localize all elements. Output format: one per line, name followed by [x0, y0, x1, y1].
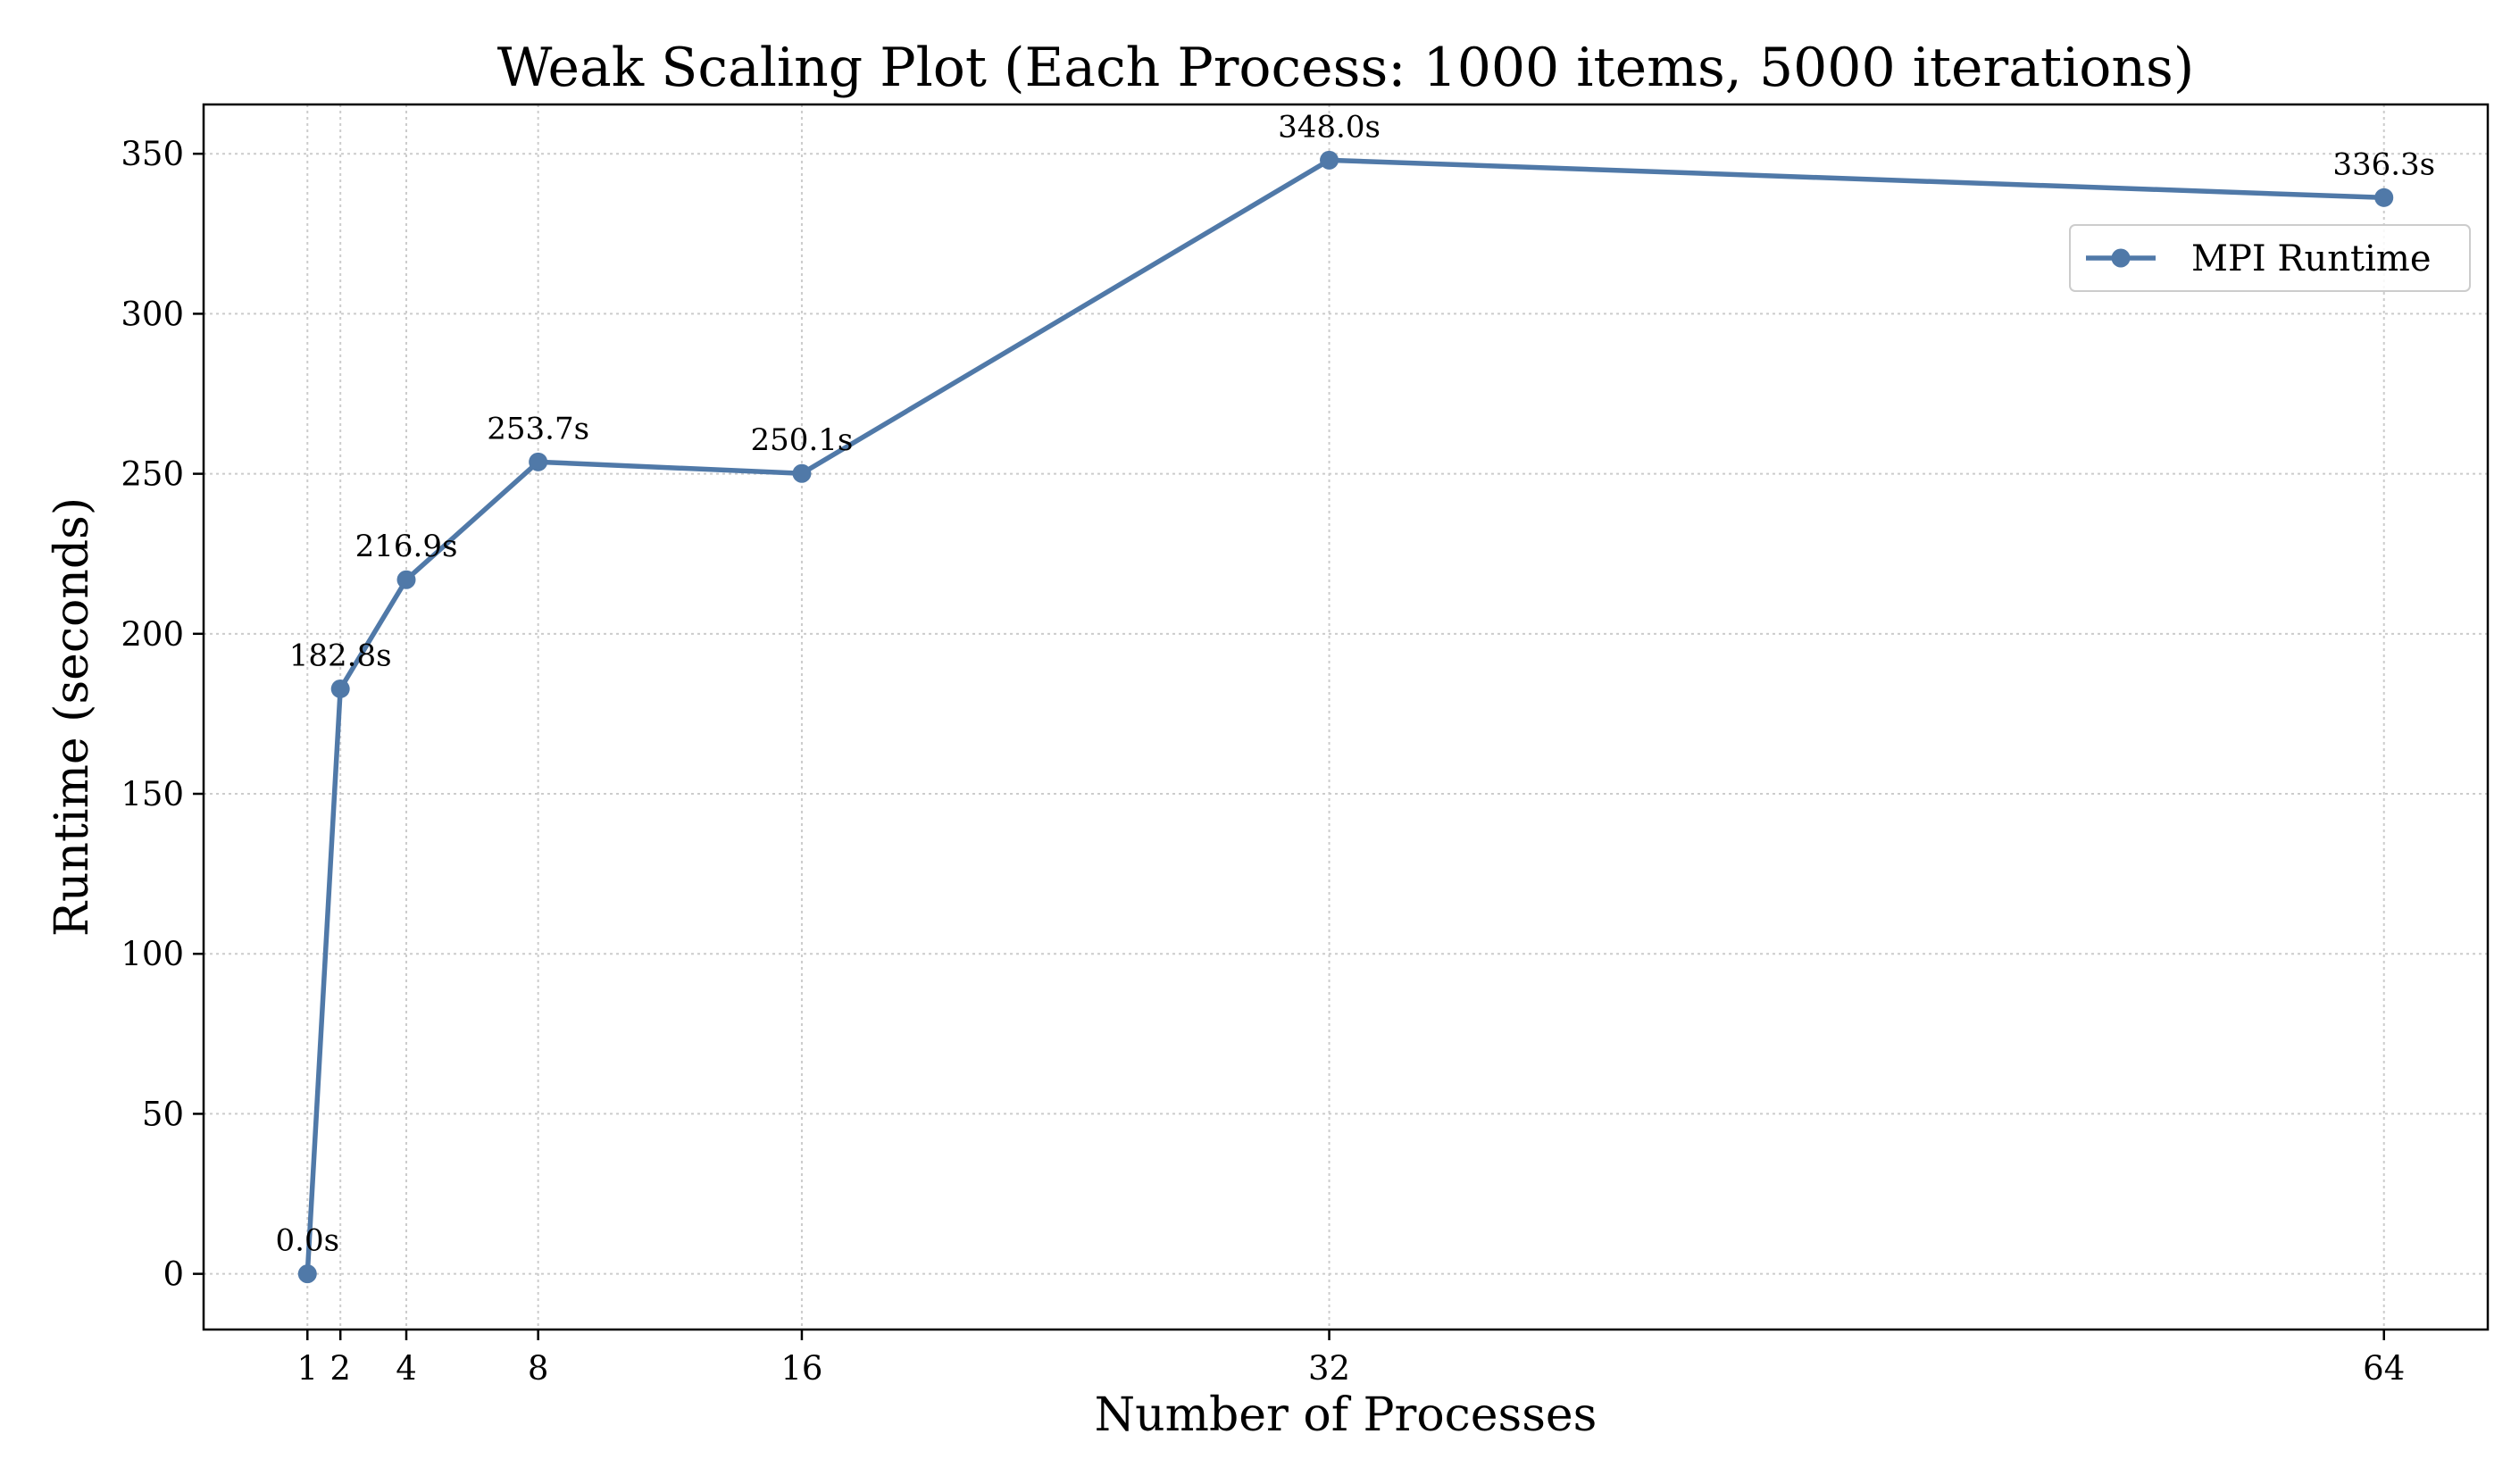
data-point: [529, 452, 548, 471]
y-axis-label: Runtime (seconds): [46, 497, 99, 937]
y-axis: 0 50 100 150 200 250 300 350: [121, 135, 204, 1294]
y-tick-label: 0: [163, 1255, 184, 1294]
chart-title: Weak Scaling Plot (Each Process: 1000 it…: [497, 37, 2195, 99]
data-labels: 0.0s 182.8s 216.9s 253.7s 250.1s 348.0s 336.3s: [276, 109, 2436, 1258]
legend-marker: [2111, 248, 2131, 268]
data-label: 0.0s: [276, 1223, 340, 1259]
x-tick-label: 1: [296, 1349, 318, 1388]
y-tick-label: 150: [121, 775, 184, 813]
data-point: [1320, 150, 1339, 170]
x-axis: 1 2 4 8 16 32 64: [296, 1330, 2405, 1388]
x-tick-label: 16: [780, 1349, 822, 1388]
y-tick-label: 200: [121, 615, 184, 654]
y-tick-label: 300: [121, 295, 184, 333]
x-tick-label: 32: [1308, 1349, 1350, 1388]
data-point: [396, 570, 416, 589]
x-tick-label: 64: [2363, 1349, 2405, 1388]
legend-box: [2069, 224, 2471, 292]
x-tick-label: 8: [528, 1349, 549, 1388]
data-label: 253.7s: [487, 411, 589, 446]
legend-label: MPI Runtime: [2191, 238, 2432, 279]
data-label: 182.8s: [289, 638, 392, 673]
y-tick-label: 100: [121, 935, 184, 973]
y-tick-label: 250: [121, 455, 184, 494]
data-label: 348.0s: [1278, 109, 1381, 145]
x-tick-label: 4: [396, 1349, 417, 1388]
data-point: [792, 463, 812, 483]
data-label: 250.1s: [751, 422, 854, 458]
data-point: [330, 679, 350, 698]
data-label: 216.9s: [355, 529, 458, 564]
legend: MPI Runtime: [2069, 224, 2471, 292]
x-axis-label: Number of Processes: [1095, 1388, 1598, 1442]
data-point: [2374, 188, 2394, 207]
y-tick-label: 50: [142, 1095, 184, 1133]
y-tick-label: 350: [121, 135, 184, 173]
plot-frame: [202, 103, 2490, 1331]
series-line: [304, 157, 2384, 1274]
data-label: 336.3s: [2332, 146, 2435, 182]
x-tick-label: 2: [330, 1349, 351, 1388]
series-mpi-runtime: [297, 150, 2394, 1284]
data-point: [297, 1264, 317, 1284]
